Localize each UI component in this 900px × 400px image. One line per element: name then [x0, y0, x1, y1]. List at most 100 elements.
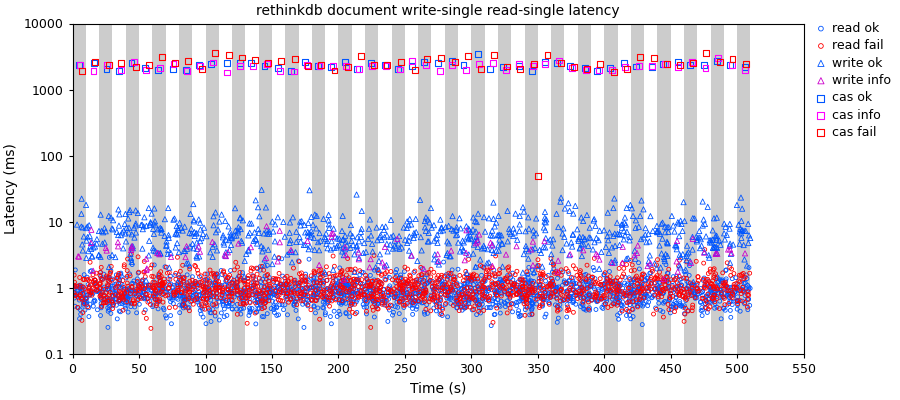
read fail: [482, 263, 497, 270]
read ok: [617, 280, 632, 286]
read fail: [359, 283, 374, 289]
read ok: [525, 300, 539, 306]
write ok: [657, 256, 671, 262]
write info: [459, 250, 473, 256]
read fail: [536, 293, 550, 300]
cas info: [287, 68, 302, 75]
read ok: [600, 276, 615, 282]
cas ok: [99, 66, 113, 72]
write ok: [76, 247, 90, 254]
read ok: [299, 271, 313, 277]
read fail: [595, 295, 609, 301]
read fail: [676, 293, 690, 299]
read fail: [646, 311, 661, 317]
read fail: [732, 278, 746, 284]
write ok: [574, 241, 589, 248]
read fail: [524, 286, 538, 292]
write ok: [118, 211, 132, 217]
read fail: [410, 281, 425, 288]
read fail: [507, 282, 521, 288]
read fail: [642, 288, 656, 294]
read ok: [330, 313, 345, 320]
read ok: [332, 300, 347, 306]
write ok: [381, 248, 395, 254]
read ok: [128, 304, 142, 310]
read ok: [476, 296, 491, 302]
write ok: [732, 222, 746, 228]
read ok: [292, 294, 307, 300]
cas ok: [193, 62, 207, 68]
write ok: [589, 223, 603, 229]
read fail: [362, 283, 376, 290]
read fail: [509, 291, 524, 298]
write ok: [408, 232, 422, 238]
read ok: [523, 303, 537, 310]
Bar: [312, 24, 325, 354]
write info: [605, 260, 619, 266]
read fail: [86, 279, 101, 285]
read ok: [660, 274, 674, 281]
read fail: [424, 266, 438, 272]
read ok: [557, 278, 572, 284]
read ok: [76, 295, 90, 302]
read fail: [561, 268, 575, 275]
read fail: [178, 288, 193, 294]
read ok: [381, 302, 395, 308]
read fail: [400, 280, 414, 286]
write ok: [636, 234, 651, 241]
read ok: [225, 306, 239, 312]
read fail: [271, 276, 285, 282]
read fail: [498, 275, 512, 282]
read fail: [417, 277, 431, 284]
read fail: [362, 293, 376, 300]
read ok: [386, 309, 400, 316]
read ok: [164, 288, 178, 294]
read fail: [677, 286, 691, 292]
read fail: [269, 288, 284, 295]
read ok: [522, 290, 536, 297]
read ok: [447, 295, 462, 302]
read ok: [602, 268, 616, 275]
read fail: [415, 294, 429, 300]
read ok: [176, 293, 190, 300]
read fail: [695, 295, 709, 302]
read ok: [431, 284, 446, 290]
read ok: [715, 279, 729, 285]
read fail: [612, 283, 626, 290]
read fail: [588, 280, 602, 287]
read fail: [383, 287, 398, 293]
read fail: [225, 280, 239, 286]
read ok: [675, 302, 689, 309]
read fail: [256, 292, 271, 298]
read ok: [497, 277, 511, 284]
read ok: [271, 312, 285, 318]
read ok: [173, 302, 187, 308]
read ok: [196, 314, 211, 320]
read fail: [375, 300, 390, 306]
read ok: [255, 296, 269, 302]
read ok: [570, 283, 584, 290]
read fail: [423, 277, 437, 284]
read ok: [515, 277, 529, 283]
read ok: [697, 275, 711, 281]
write ok: [616, 228, 631, 234]
read fail: [106, 301, 121, 308]
read fail: [479, 272, 493, 278]
read ok: [599, 298, 614, 304]
read ok: [367, 314, 382, 320]
read ok: [449, 287, 464, 293]
read fail: [210, 294, 224, 300]
read ok: [522, 264, 536, 270]
write ok: [254, 243, 268, 249]
write ok: [698, 221, 712, 227]
write ok: [460, 234, 474, 240]
read ok: [464, 276, 479, 282]
read ok: [123, 292, 138, 299]
read fail: [465, 295, 480, 302]
read ok: [466, 276, 481, 282]
read ok: [553, 288, 567, 294]
write ok: [643, 238, 657, 245]
write ok: [102, 264, 116, 270]
read ok: [208, 272, 222, 278]
read ok: [292, 258, 306, 264]
